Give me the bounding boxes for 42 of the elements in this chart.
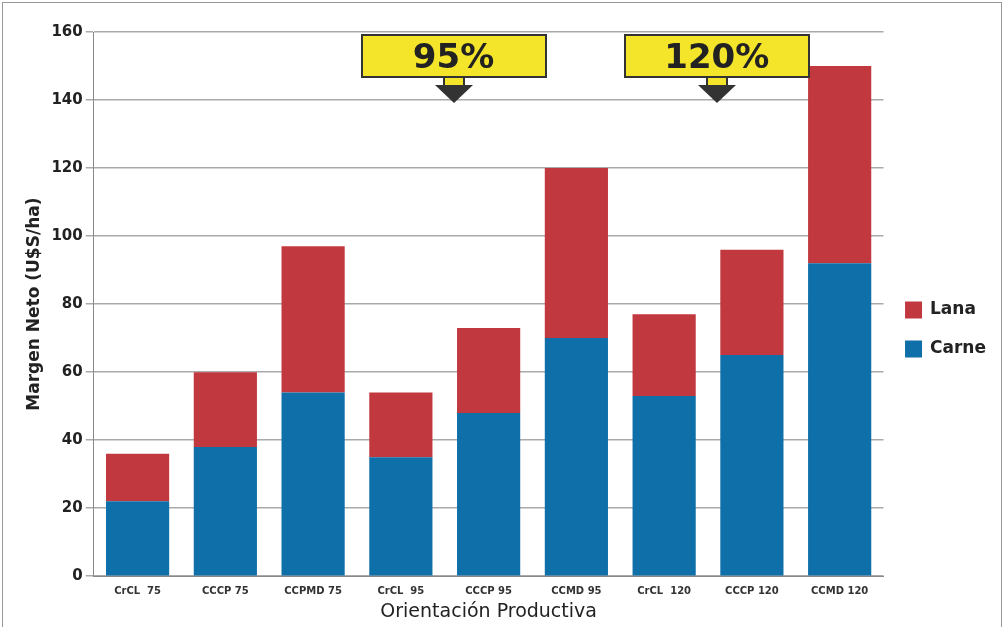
y-tick-label: 120 — [51, 157, 83, 176]
bar — [369, 392, 433, 458]
x-tick-label: CCPMD 75 — [284, 584, 342, 596]
y-tick-label: 0 — [72, 566, 83, 585]
y-tick-label: 80 — [61, 293, 83, 312]
bar — [281, 392, 345, 576]
bar — [544, 168, 608, 339]
x-tick-label: CCMD 120 — [811, 584, 869, 596]
bar — [808, 66, 872, 264]
legend-label: Lana — [930, 298, 976, 319]
bar — [457, 327, 521, 413]
legend-label: Carne — [930, 337, 986, 358]
y-tick-label: 20 — [61, 498, 83, 517]
bar — [106, 501, 170, 576]
bar — [369, 457, 433, 576]
x-tick-label: CrCL 75 — [114, 584, 162, 596]
y-tick-label: 160 — [51, 21, 83, 40]
x-tick-label: CrCL 120 — [637, 584, 692, 596]
x-tick-label: CCCP 120 — [725, 584, 779, 596]
bar — [106, 453, 170, 502]
x-tick-label: CCMD 95 — [551, 584, 602, 596]
bar — [544, 338, 608, 576]
bar — [720, 355, 784, 576]
bar — [632, 395, 696, 576]
x-axis-title: Orientación Productiva — [380, 598, 597, 621]
y-axis-title: Margen Neto (U$S/ha) — [22, 197, 43, 411]
bar — [193, 372, 257, 447]
bar — [193, 446, 257, 576]
bar — [281, 246, 345, 393]
bar — [457, 412, 521, 576]
x-tick-label: CCCP 95 — [465, 584, 513, 596]
x-tick-label: CCCP 75 — [201, 584, 249, 596]
bar — [720, 249, 784, 356]
bar — [808, 263, 872, 576]
annotation: 95% — [360, 34, 547, 78]
annotation: 120% — [623, 34, 810, 78]
y-tick-label: 40 — [61, 430, 83, 449]
y-tick-label: 100 — [51, 225, 83, 244]
y-tick-label: 140 — [51, 89, 83, 108]
bar — [632, 314, 696, 396]
y-tick-label: 60 — [61, 362, 83, 381]
x-tick-label: CrCL 95 — [377, 584, 425, 596]
